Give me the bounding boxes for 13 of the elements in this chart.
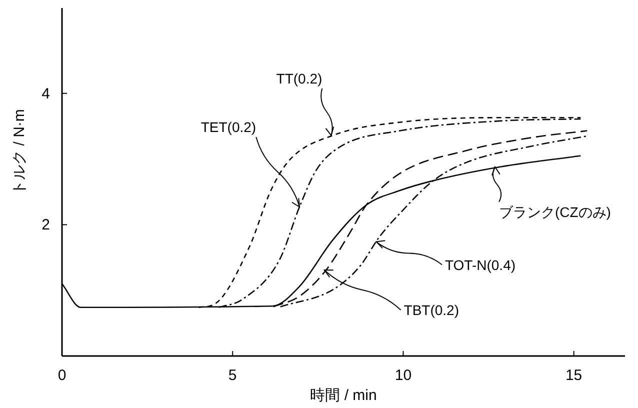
annotation: TBT(0.2) bbox=[404, 302, 460, 318]
annotation: TET(0.2) bbox=[200, 118, 256, 135]
y-tick-label: 4 bbox=[42, 85, 50, 102]
annotation: ブランク(CZのみ) bbox=[499, 204, 611, 220]
x-tick-label: 10 bbox=[394, 367, 412, 384]
x-tick-label: 5 bbox=[228, 367, 237, 384]
y-axis-title: トルク / N·m bbox=[11, 109, 28, 195]
annotation: TOT-N(0.4) bbox=[444, 256, 516, 273]
x-axis-title: 時間 / min bbox=[310, 387, 377, 404]
x-tick-label: 15 bbox=[565, 367, 582, 384]
y-tick-label: 2 bbox=[42, 216, 50, 234]
x-tick-label: 0 bbox=[58, 367, 66, 384]
annotation: TT(0.2) bbox=[276, 70, 322, 86]
